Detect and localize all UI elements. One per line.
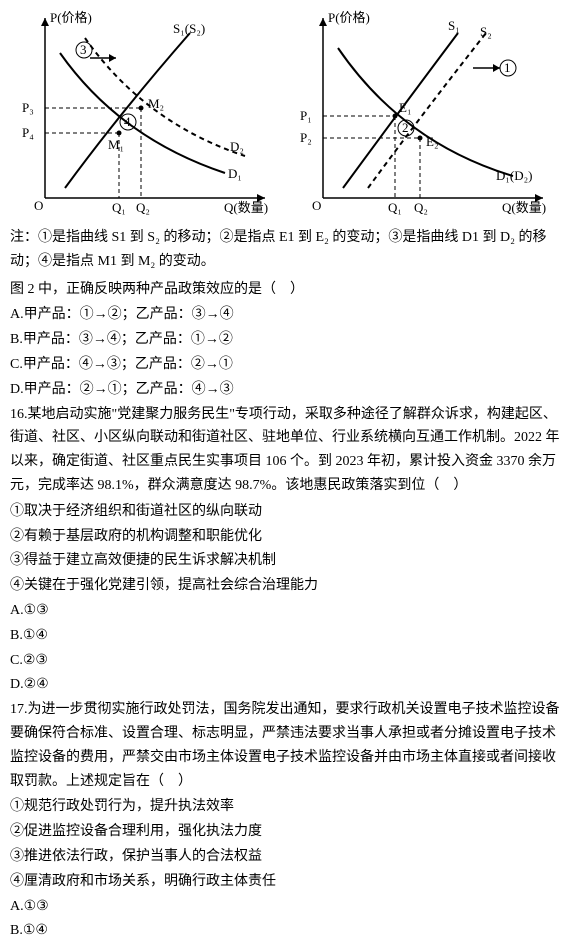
q2l: Q₂ xyxy=(136,200,150,215)
q16-stem: 16.某地启动实施"党建聚力服务民生"专项行动，采取多种途径了解群众诉求，构建起… xyxy=(10,403,569,498)
fig-opt-a: A.甲产品：①→②；乙产品：③→④ xyxy=(10,303,569,327)
circ1: 1 xyxy=(504,60,511,75)
q17-stem: 17.为进一步贯彻实施行政处罚法，国务院发出通知，要求行政机关设置电子技术监控设… xyxy=(10,698,569,793)
circ2: 2 xyxy=(402,120,409,135)
fig-prompt: 图 2 中，正确反映两种产品政策效应的是（ ） xyxy=(10,278,569,302)
e1: E₁ xyxy=(399,100,411,115)
q16-d: D.②④ xyxy=(10,673,569,697)
origin-r: O xyxy=(312,198,321,213)
p3: P₃ xyxy=(22,100,34,115)
q2r: Q₂ xyxy=(414,200,428,215)
origin: O xyxy=(34,198,43,213)
xlabel-r: Q(数量) xyxy=(502,200,546,215)
m1: M₁ xyxy=(108,137,124,152)
d1-label: D₁ xyxy=(228,166,242,181)
q1l: Q₁ xyxy=(112,200,126,215)
s1-label: S₁ xyxy=(448,18,460,33)
q16-s1: ①取决于经济组织和街道社区的纵向联动 xyxy=(10,500,569,524)
d1d2-label: D₁(D₂) xyxy=(496,168,533,183)
q1r: Q₁ xyxy=(388,200,402,215)
q17-s1: ①规范行政处罚行为，提升执法效率 xyxy=(10,795,569,819)
q17-s3: ③推进依法行政，保护当事人的合法权益 xyxy=(10,845,569,869)
ylabel-r: P(价格) xyxy=(328,10,370,25)
circ3: 3 xyxy=(80,42,87,57)
q17-s2: ②促进监控设备合理利用，强化执法力度 xyxy=(10,820,569,844)
p1: P₁ xyxy=(300,108,312,123)
circ4: 4 xyxy=(124,114,131,129)
q17-b: B.①④ xyxy=(10,919,569,943)
ylabel: P(价格) xyxy=(50,10,92,25)
p4: P₄ xyxy=(22,125,34,140)
xlabel: Q(数量) xyxy=(224,200,268,215)
q16-b: B.①④ xyxy=(10,624,569,648)
fig-opt-d: D.甲产品：②→①；乙产品：④→③ xyxy=(10,378,569,402)
fig-opt-b: B.甲产品：③→④；乙产品：①→② xyxy=(10,328,569,352)
chart-left: P(价格) Q(数量) O S₁(S₂) D₁ D₂ 3 M₁ P₄ Q₁ xyxy=(10,8,280,218)
q16-c: C.②③ xyxy=(10,649,569,673)
note-text: 注：①是指曲线 S1 到 S₂ 的移动；②是指点 E1 到 E₂ 的变动；③是指… xyxy=(10,226,569,274)
m2: M₂ xyxy=(148,96,164,111)
s1s2-label: S₁(S₂) xyxy=(173,21,205,36)
e2: E₂ xyxy=(426,134,438,149)
d2-label: D₂ xyxy=(230,139,244,154)
s2-label: S₂ xyxy=(480,24,492,39)
q16-s3: ③得益于建立高效便捷的民生诉求解决机制 xyxy=(10,549,569,573)
q17-s4: ④厘清政府和市场关系，明确行政主体责任 xyxy=(10,870,569,894)
q16-s4: ④关键在于强化党建引领，提高社会综合治理能力 xyxy=(10,574,569,598)
q16-s2: ②有赖于基层政府的机构调整和职能优化 xyxy=(10,525,569,549)
q16-a: A.①③ xyxy=(10,599,569,623)
chart-right: P(价格) Q(数量) O D₁(D₂) S₁ S₂ 1 E₁ P₁ Q₁ xyxy=(288,8,558,218)
p2: P₂ xyxy=(300,130,312,145)
q17-a: A.①③ xyxy=(10,895,569,919)
charts-row: P(价格) Q(数量) O S₁(S₂) D₁ D₂ 3 M₁ P₄ Q₁ xyxy=(10,8,569,218)
fig-opt-c: C.甲产品：④→③；乙产品：②→① xyxy=(10,353,569,377)
